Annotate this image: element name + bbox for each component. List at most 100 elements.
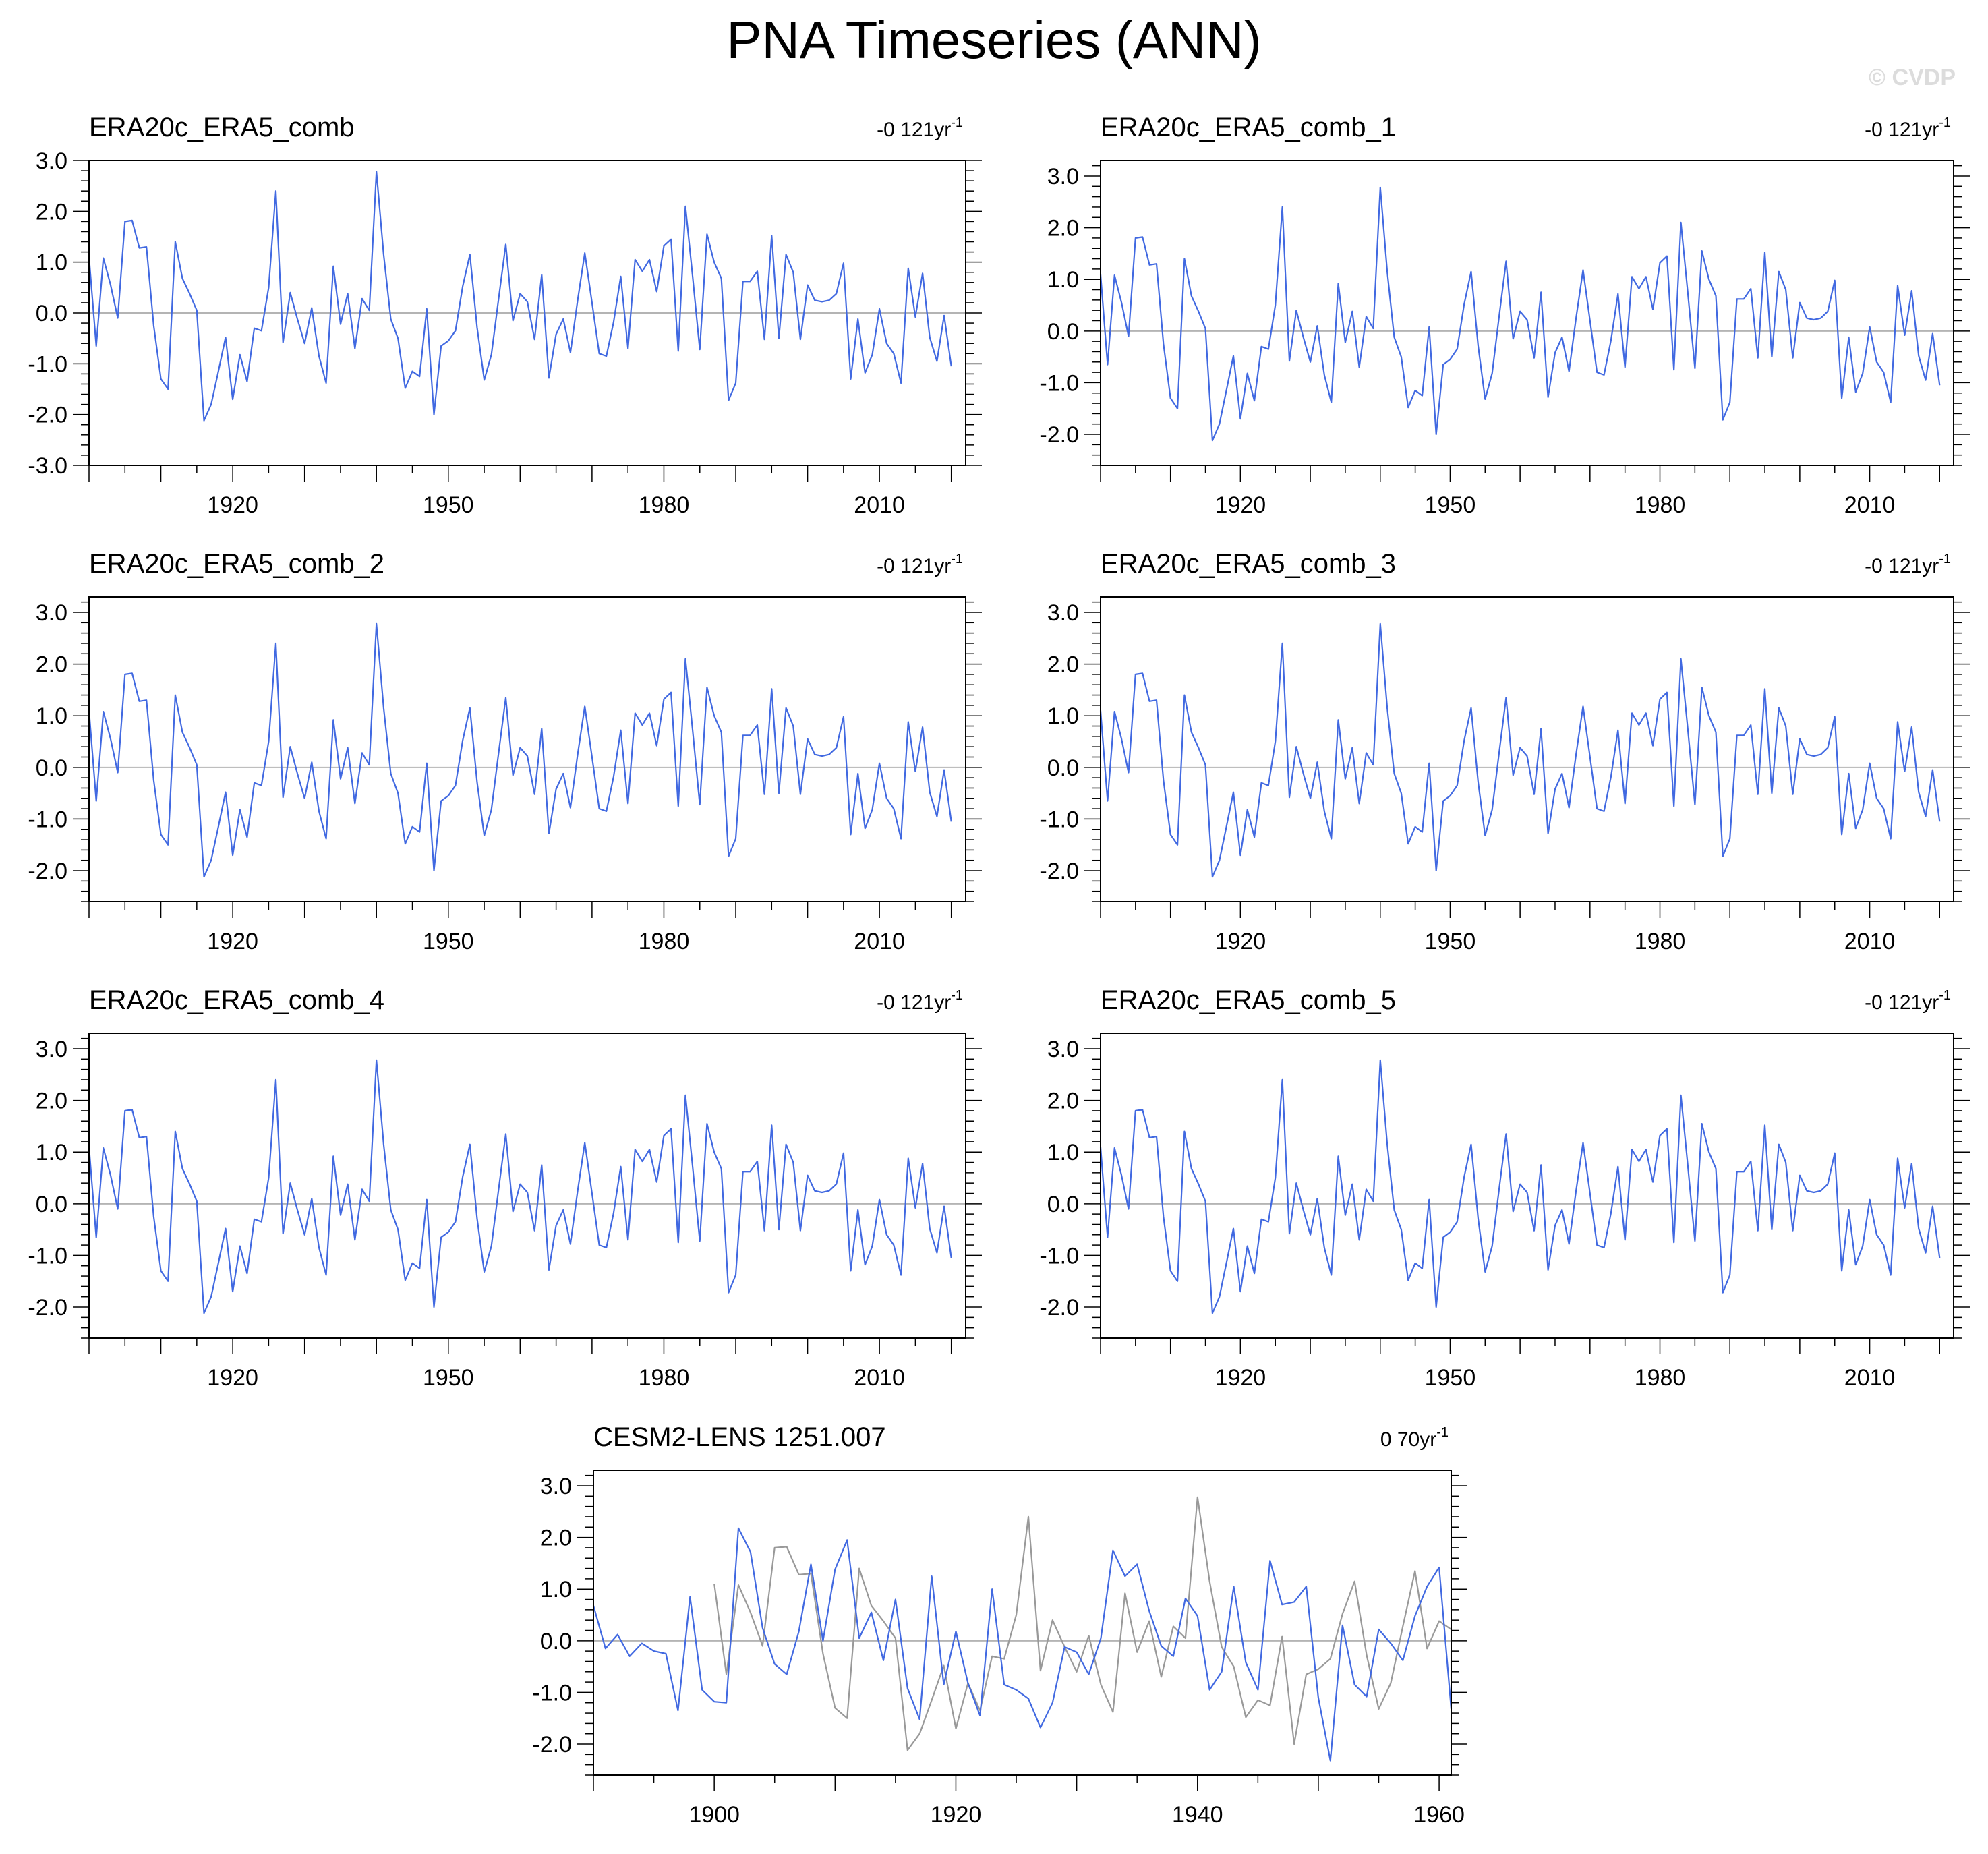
trend-value: -0 121yr bbox=[1865, 555, 1939, 577]
panel-title: CESM2-LENS 1251.007 bbox=[593, 1422, 886, 1452]
trend-exponent: -1 bbox=[951, 988, 963, 1003]
y-tick-label: 1.0 bbox=[36, 1140, 67, 1165]
y-tick-label: -2.0 bbox=[532, 1732, 572, 1758]
y-tick-label: 0.0 bbox=[36, 301, 67, 326]
y-tick-label: 3.0 bbox=[1047, 1037, 1079, 1062]
trend-exponent: -1 bbox=[1939, 552, 1951, 567]
plot-frame bbox=[1100, 596, 1954, 902]
x-tick-label: 1980 bbox=[639, 929, 690, 954]
y-tick-label: 0.0 bbox=[36, 1192, 67, 1217]
x-tick-label: 2010 bbox=[854, 492, 905, 518]
chart-panel-3: ERA20c_ERA5_comb_2 -0 121yr-1 3.0 2.0 1.0 0.0… bbox=[28, 549, 982, 954]
y-tick-label: 3.0 bbox=[36, 148, 67, 174]
series-line-ERA20c_ERA5_comb bbox=[88, 171, 952, 422]
y-tick-label: -1.0 bbox=[1039, 370, 1079, 396]
trend-value: 0 70yr bbox=[1380, 1428, 1436, 1451]
series-line-ERA20c_ERA5_comb_4 bbox=[88, 1059, 952, 1314]
y-tick-label: 3.0 bbox=[540, 1474, 572, 1499]
trend-exponent: -1 bbox=[951, 552, 963, 567]
y-tick-label: -2.0 bbox=[28, 1295, 67, 1321]
trend-label: -0 121yr-1 bbox=[877, 115, 963, 141]
series-line-ERA20c_ERA5_comb_3 bbox=[1099, 622, 1941, 878]
trend-exponent: -1 bbox=[1939, 988, 1951, 1003]
x-tick-label: 2010 bbox=[1844, 1365, 1896, 1391]
y-tick-label: 2.0 bbox=[36, 1089, 67, 1114]
y-tick-label: 2.0 bbox=[36, 199, 67, 225]
panel-title: ERA20c_ERA5_comb_4 bbox=[89, 985, 384, 1015]
y-tick-label: -1.0 bbox=[1039, 807, 1079, 832]
y-tick-label: -3.0 bbox=[28, 453, 67, 479]
x-tick-label: 1920 bbox=[931, 1802, 982, 1828]
y-tick-label: 1.0 bbox=[1047, 1140, 1079, 1165]
trend-exponent: -1 bbox=[951, 115, 963, 130]
trend-label: -0 121yr-1 bbox=[877, 988, 963, 1014]
x-tick-label: 1980 bbox=[1635, 1365, 1686, 1391]
x-tick-label: 1900 bbox=[689, 1802, 740, 1828]
trend-value: -0 121yr bbox=[877, 555, 951, 577]
y-tick-label: 2.0 bbox=[1047, 1089, 1079, 1114]
x-tick-label: 1950 bbox=[1425, 492, 1476, 518]
cvdp-watermark: © CVDP bbox=[1869, 65, 1956, 90]
trend-value: -0 121yr bbox=[1865, 991, 1939, 1014]
series-line-ERA20c_ERA5_comb_2 bbox=[88, 622, 952, 878]
panel-title: ERA20c_ERA5_comb_3 bbox=[1101, 549, 1396, 579]
x-tick-label: 1980 bbox=[1635, 929, 1686, 954]
y-tick-label: -1.0 bbox=[28, 1243, 67, 1269]
x-tick-label: 1920 bbox=[1215, 929, 1266, 954]
chart-panel-7: CESM2-LENS 1251.007 0 70yr-1 3.0 2.0 1.0 0.0 -… bbox=[532, 1422, 1467, 1828]
plot-frame bbox=[88, 1033, 966, 1339]
trend-label: -0 121yr-1 bbox=[1865, 552, 1951, 577]
figure-title: PNA Timeseries (ANN) bbox=[726, 10, 1262, 69]
x-tick-label: 2010 bbox=[1844, 929, 1896, 954]
y-tick-label: 0.0 bbox=[1047, 319, 1079, 345]
y-tick-label: -2.0 bbox=[1039, 1295, 1079, 1321]
y-tick-label: -2.0 bbox=[1039, 859, 1079, 884]
trend-value: -0 121yr bbox=[877, 119, 951, 141]
trend-label: -0 121yr-1 bbox=[877, 552, 963, 577]
x-tick-label: 1950 bbox=[1425, 1365, 1476, 1391]
y-tick-label: -1.0 bbox=[28, 807, 67, 832]
trend-label: -0 121yr-1 bbox=[1865, 988, 1951, 1014]
x-tick-label: 1980 bbox=[639, 1365, 690, 1391]
y-tick-label: -1.0 bbox=[532, 1680, 572, 1706]
plot-frame bbox=[88, 160, 966, 466]
trend-value: -0 121yr bbox=[877, 991, 951, 1014]
y-tick-label: 1.0 bbox=[36, 250, 67, 276]
x-tick-label: 1950 bbox=[1425, 929, 1476, 954]
trend-value: -0 121yr bbox=[1865, 119, 1939, 141]
trend-label: 0 70yr-1 bbox=[1380, 1425, 1449, 1451]
chart-panel-5: ERA20c_ERA5_comb_4 -0 121yr-1 3.0 2.0 1.0 0.0… bbox=[28, 985, 982, 1391]
y-tick-label: 3.0 bbox=[36, 600, 67, 626]
x-tick-label: 1950 bbox=[423, 929, 474, 954]
x-tick-label: 2010 bbox=[854, 1365, 905, 1391]
x-tick-label: 1940 bbox=[1172, 1802, 1223, 1828]
y-tick-label: 3.0 bbox=[1047, 164, 1079, 190]
y-tick-label: 0.0 bbox=[1047, 755, 1079, 781]
chart-panel-1: ERA20c_ERA5_comb -0 121yr-1 3.0 2.0 1.0 0.0 -1… bbox=[28, 113, 982, 518]
x-tick-label: 1980 bbox=[639, 492, 690, 518]
y-tick-label: -2.0 bbox=[28, 403, 67, 428]
plot-frame bbox=[88, 596, 966, 902]
y-tick-label: 2.0 bbox=[1047, 652, 1079, 678]
plot-frame bbox=[1100, 160, 1954, 466]
series-line-ERA20c_ERA5_comb bbox=[713, 1496, 1452, 1751]
x-tick-label: 1920 bbox=[207, 929, 258, 954]
y-tick-label: -2.0 bbox=[28, 859, 67, 884]
series-line-ERA20c_ERA5_comb_1 bbox=[1099, 186, 1941, 442]
y-tick-label: -1.0 bbox=[28, 351, 67, 377]
x-tick-label: 1920 bbox=[1215, 1365, 1266, 1391]
y-tick-label: 2.0 bbox=[36, 652, 67, 678]
series-line-ERA20c_ERA5_comb_5 bbox=[1099, 1059, 1941, 1314]
y-tick-label: 1.0 bbox=[1047, 267, 1079, 293]
trend-exponent: -1 bbox=[1436, 1425, 1449, 1440]
y-tick-label: 3.0 bbox=[36, 1037, 67, 1062]
x-tick-label: 1920 bbox=[207, 1365, 258, 1391]
y-tick-label: 3.0 bbox=[1047, 600, 1079, 626]
trend-label: -0 121yr-1 bbox=[1865, 115, 1951, 141]
y-tick-label: -2.0 bbox=[1039, 422, 1079, 448]
x-tick-label: 1980 bbox=[1635, 492, 1686, 518]
chart-panel-6: ERA20c_ERA5_comb_5 -0 121yr-1 3.0 2.0 1.0 0.0… bbox=[1039, 985, 1970, 1391]
panel-title: ERA20c_ERA5_comb_5 bbox=[1101, 985, 1396, 1015]
x-tick-label: 1960 bbox=[1413, 1802, 1465, 1828]
